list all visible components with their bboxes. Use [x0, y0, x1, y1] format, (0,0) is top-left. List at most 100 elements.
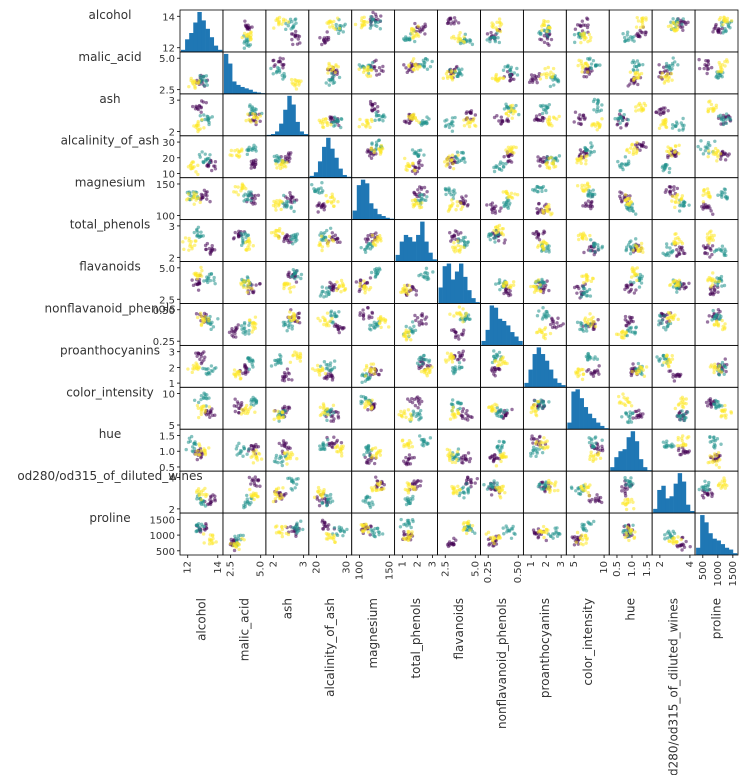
scatter-point	[711, 212, 715, 216]
scatter-point	[366, 65, 370, 70]
scatter-point	[242, 41, 246, 45]
scatter-point	[423, 56, 428, 61]
histogram-bar	[279, 123, 284, 136]
scatter-point	[194, 170, 198, 174]
scatter-point	[597, 364, 601, 368]
scatter-point	[327, 286, 332, 290]
scatter-point	[276, 357, 280, 362]
scatter-point	[333, 70, 338, 74]
scatter-point	[455, 204, 460, 208]
scatter-point	[589, 238, 593, 242]
scatter-point	[324, 120, 329, 125]
scatter-point	[295, 353, 299, 357]
scatter-point	[675, 122, 679, 126]
scatter-point	[363, 374, 368, 378]
scatter-point	[711, 308, 715, 313]
scatter-point	[320, 238, 325, 243]
scatter-cell	[394, 9, 438, 53]
scatter-point	[639, 281, 644, 285]
scatter-point	[419, 187, 424, 191]
scatter-point	[624, 283, 628, 288]
scatter-point	[594, 110, 599, 114]
scatter-point	[542, 40, 547, 45]
scatter-point	[424, 358, 429, 362]
scatter-point	[584, 158, 588, 163]
scatter-point	[547, 166, 552, 171]
scatter-point	[450, 129, 455, 133]
scatter-point	[636, 82, 640, 87]
scatter-point	[449, 192, 453, 197]
scatter-point	[458, 36, 462, 41]
scatter-point	[203, 367, 207, 371]
scatter-point	[721, 122, 726, 127]
scatter-point	[466, 202, 470, 207]
scatter-point	[631, 362, 635, 366]
scatter-point	[374, 140, 379, 144]
histogram-bar	[544, 360, 550, 388]
scatter-point	[547, 102, 552, 107]
scatter-point	[557, 154, 562, 158]
scatter-point	[680, 25, 685, 29]
scatter-point	[200, 117, 204, 122]
scatter-point	[295, 319, 300, 323]
scatter-point	[549, 212, 553, 217]
scatter-point	[593, 324, 598, 329]
scatter-point	[373, 118, 377, 123]
scatter-point	[337, 330, 341, 335]
scatter-point	[331, 288, 335, 293]
scatter-point	[295, 42, 300, 46]
scatter-cell	[394, 261, 438, 304]
scatter-point	[282, 239, 286, 244]
scatter-point	[508, 147, 512, 151]
scatter-point	[290, 378, 294, 382]
scatter-point	[709, 102, 714, 107]
scatter-point	[665, 324, 670, 329]
scatter-point	[198, 127, 202, 131]
scatter-cell	[179, 386, 224, 430]
scatter-point	[322, 295, 326, 299]
scatter-point	[247, 323, 251, 327]
histogram-bar	[548, 369, 554, 388]
scatter-point	[373, 20, 378, 24]
histogram-bar	[197, 12, 202, 52]
scatter-point	[634, 25, 639, 29]
row-label: proanthocyanins	[60, 343, 160, 357]
scatter-point	[705, 320, 710, 324]
scatter-point	[463, 317, 467, 321]
scatter-point	[200, 77, 204, 82]
scatter-point	[588, 150, 593, 154]
scatter-point	[681, 17, 685, 21]
histogram-bar	[213, 45, 219, 52]
scatter-point	[425, 195, 429, 199]
scatter-point	[280, 22, 284, 26]
scatter-point	[202, 391, 206, 395]
scatter-point	[377, 321, 382, 326]
scatter-point	[457, 305, 462, 309]
scatter-point	[590, 322, 594, 326]
histogram-cell	[394, 219, 438, 262]
scatter-point	[332, 359, 337, 363]
scatter-point	[664, 242, 669, 246]
scatter-point	[205, 193, 209, 198]
histogram-bar	[205, 28, 210, 52]
scatter-point	[413, 39, 417, 44]
scatter-point	[708, 292, 713, 296]
scatter-point	[189, 161, 194, 165]
scatter-point	[239, 412, 244, 416]
scatter-point	[335, 16, 340, 20]
cell-frame	[394, 303, 438, 346]
scatter-point	[634, 109, 638, 113]
scatter-point	[597, 125, 602, 129]
scatter-point	[324, 117, 328, 121]
scatter-point	[536, 232, 540, 237]
scatter-point	[668, 283, 672, 288]
scatter-point	[324, 286, 329, 290]
scatter-point	[542, 281, 546, 285]
scatter-point	[629, 200, 634, 204]
scatter-point	[329, 122, 333, 127]
scatter-point	[409, 115, 413, 120]
scatter-cell	[608, 261, 653, 304]
scatter-point	[251, 365, 255, 369]
scatter-point	[245, 152, 250, 157]
scatter-point	[444, 72, 449, 76]
